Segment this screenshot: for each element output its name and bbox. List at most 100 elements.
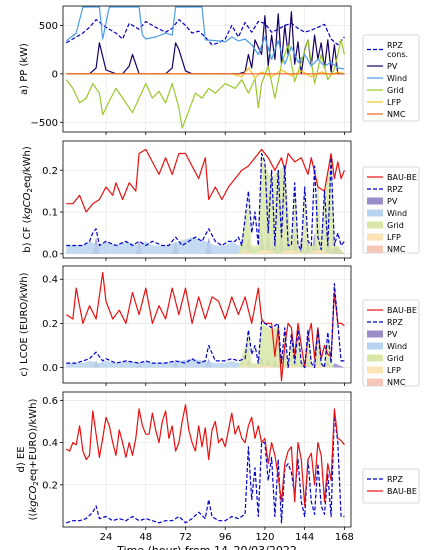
axes-frame — [62, 391, 352, 528]
x-tick-label: 168 — [335, 532, 354, 543]
plot-area — [65, 404, 345, 524]
label-sub: 2 — [32, 481, 40, 485]
legend-patch-lfp — [367, 366, 383, 374]
legend-label: RPZ — [387, 185, 403, 194]
label-sub: 2 — [26, 188, 34, 192]
legend-label: PV — [387, 197, 398, 206]
legend: BAU-BE RPZ PV Wind Grid LFP NMC — [362, 166, 420, 254]
legend-label: LFP — [387, 233, 401, 242]
legend-patch-pv — [367, 197, 383, 205]
legend-frame — [362, 34, 420, 122]
y-axis-label: a) PP (kW) — [19, 43, 30, 95]
series-rpz — [66, 283, 345, 369]
plot-area — [65, 272, 345, 382]
y-tick-label: 0.0 — [42, 249, 58, 260]
series-bau-be — [66, 148, 345, 213]
x-tick-label: 48 — [139, 532, 152, 543]
legend-label: Grid — [387, 354, 404, 363]
legend-label: Wind — [387, 209, 407, 218]
series-pv — [66, 11, 345, 75]
legend-patch-grid — [367, 354, 383, 362]
x-tick-label: 144 — [295, 532, 314, 543]
x-tick-label: 72 — [179, 532, 192, 543]
axes-frame — [62, 5, 352, 133]
legend-label: BAU-BE — [387, 173, 417, 182]
x-axis-label: Time (hour) from 14–20/03/2022 — [116, 544, 297, 550]
area-lfp — [238, 365, 345, 368]
x-tick-label: 96 — [219, 532, 232, 543]
legend-label: BAU-BE — [387, 487, 417, 496]
legend-label: LFP — [387, 366, 401, 375]
series-bau-be — [65, 404, 345, 507]
legend-label: RPZ — [387, 475, 403, 484]
legend-patch-grid — [367, 221, 383, 229]
label-part: b) CF ( — [22, 219, 33, 252]
axes-frame — [62, 265, 352, 384]
legend-label: RPZ — [387, 41, 403, 50]
legend-label: NMC — [387, 110, 406, 119]
legend-frame — [362, 468, 420, 504]
y-axis-label: c) LCOE (EURO/kWh) — [19, 272, 30, 376]
legend-patch-wind — [367, 342, 383, 350]
legend-patch-lfp — [367, 233, 383, 241]
area-wind — [66, 358, 345, 368]
label-part: (( — [28, 513, 39, 521]
series-rpz — [66, 412, 345, 524]
y-tick-label: 0.1 — [42, 208, 58, 219]
y-tick-label: 0.4 — [42, 275, 58, 286]
x-tick-label: 120 — [255, 532, 274, 543]
area-wind — [66, 237, 345, 254]
legend-label: PV — [387, 62, 398, 71]
y-tick-label: 0.0 — [42, 363, 58, 374]
legend: BAU-BE RPZ PV Wind Grid LFP NMC — [362, 299, 420, 387]
y-axis-label: d) EE — [16, 446, 27, 472]
y-tick-label: 500 — [39, 21, 58, 32]
legend-label: NMC — [387, 378, 406, 387]
legend-label: RPZ — [387, 318, 403, 327]
x-tick-label: 24 — [100, 532, 113, 543]
legend-label: cons. — [387, 50, 408, 59]
legend-label: BAU-BE — [387, 306, 417, 315]
y-axis-label-line2: ((kgCO2eq+EURO)/kWh) — [28, 399, 40, 521]
series-rpz — [66, 152, 345, 251]
panel-c: 0.0 0.2 0.4 c) LCOE (EURO/kWh) BAU-BE RPZ PV Wi… — [19, 265, 420, 387]
y-tick-label: 0.2 — [42, 480, 58, 491]
area-grid — [238, 153, 345, 254]
series-grid — [65, 39, 345, 129]
legend-label: NMC — [387, 245, 406, 254]
label-rest: eq+EURO)/kWh) — [28, 399, 39, 482]
series-rpz-cons- — [65, 19, 345, 46]
y-tick-label: 0.4 — [42, 438, 58, 449]
series-lfp — [66, 67, 345, 79]
legend: RPZ BAU-BE — [362, 468, 420, 504]
y-tick-label: 0.6 — [42, 396, 58, 407]
legend-patch-pv — [367, 330, 383, 338]
plot-area — [65, 6, 345, 129]
series-wind — [65, 6, 345, 70]
y-tick-label: −500 — [31, 118, 58, 129]
legend-label: Grid — [387, 86, 404, 95]
legend-patch-wind — [367, 209, 383, 217]
label-rest: eq/kWh) — [22, 146, 33, 188]
legend-label: Wind — [387, 74, 407, 83]
label-italic: kgCO — [22, 192, 33, 219]
series-bau-be — [65, 272, 345, 382]
y-tick-label: 0 — [52, 69, 58, 80]
y-tick-label: 0.2 — [42, 166, 58, 177]
label-italic: kgCO — [28, 485, 39, 512]
plot-area — [66, 148, 345, 254]
legend-label: LFP — [387, 98, 401, 107]
y-axis-label: b) CF (kgCO2eq/kWh) — [22, 146, 34, 253]
legend-label: PV — [387, 330, 398, 339]
y-tick-label: 0.2 — [42, 319, 58, 330]
axes-frame — [62, 140, 352, 259]
legend-label: Wind — [387, 342, 407, 351]
legend-label: Grid — [387, 221, 404, 230]
panel-b: 0.0 0.1 0.2 b) CF (kgCO2eq/kWh) BAU-BE RPZ PV W… — [22, 140, 420, 261]
legend-patch-nmc — [367, 245, 383, 253]
legend-patch-nmc — [367, 378, 383, 386]
